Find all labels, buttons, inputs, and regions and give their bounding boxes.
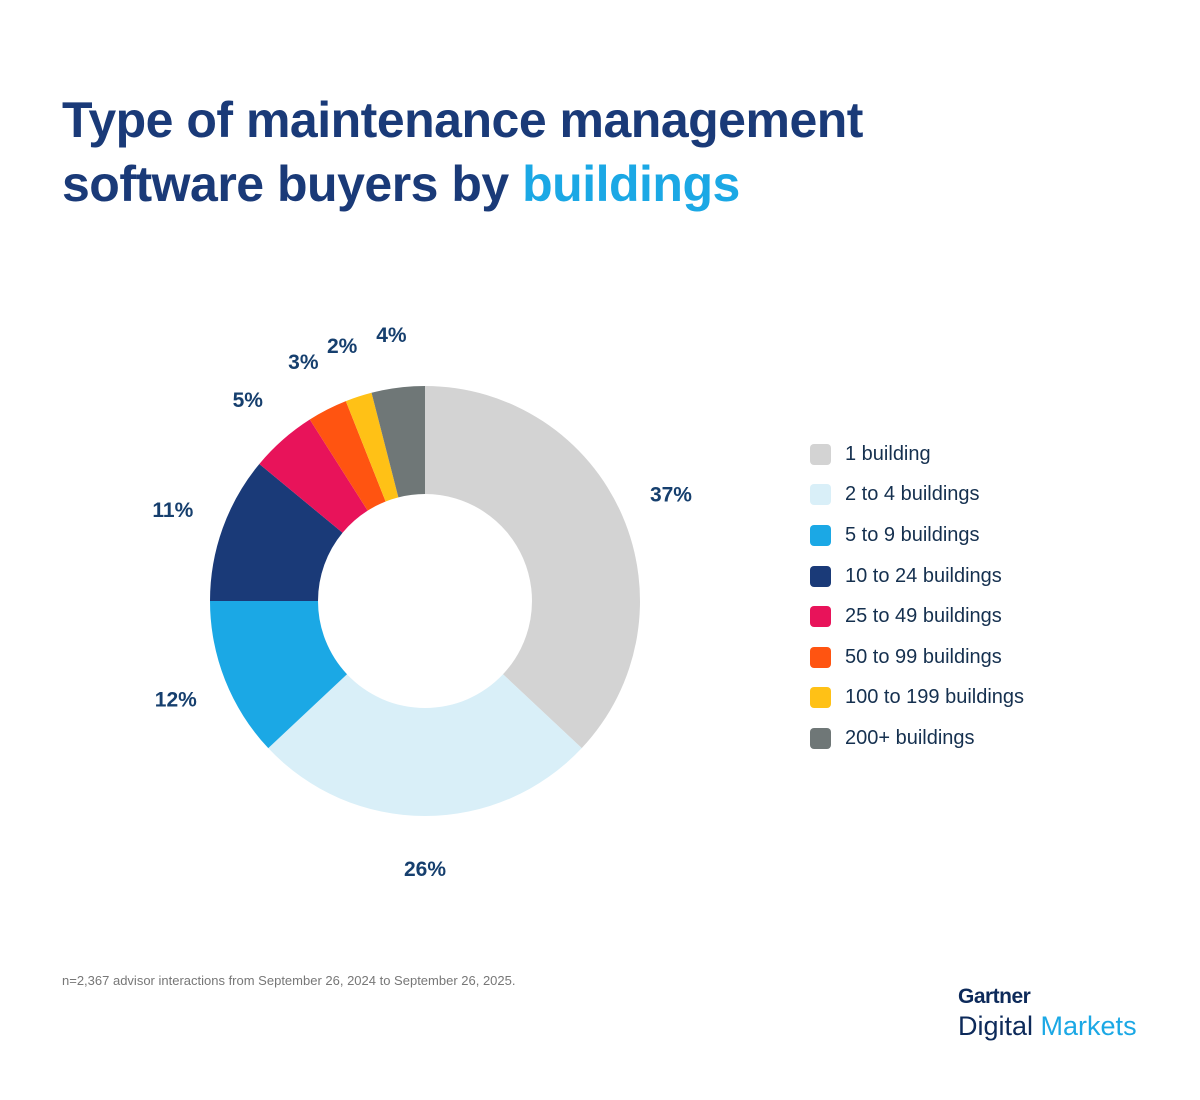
legend-item: 5 to 9 buildings <box>810 515 1024 556</box>
legend-item: 50 to 99 buildings <box>810 637 1024 678</box>
legend-label: 5 to 9 buildings <box>845 523 980 546</box>
legend-swatch <box>810 727 831 749</box>
data-label: 11% <box>152 499 193 522</box>
gartner-digital-markets-logo: Gartner Digital Markets <box>958 985 1137 1042</box>
legend-item: 2 to 4 buildings <box>810 475 1024 516</box>
title-line-2: software buyers by buildings <box>62 152 863 216</box>
legend-swatch <box>810 606 831 628</box>
slice-10-to-24-buildings <box>210 463 343 601</box>
legend-swatch <box>810 646 831 668</box>
slice-1-building <box>425 386 640 749</box>
legend-label: 200+ buildings <box>845 726 975 749</box>
slice-50-to-99-buildings <box>309 401 386 511</box>
legend-item: 10 to 24 buildings <box>810 556 1024 597</box>
logo-brand: Gartner <box>958 985 1031 1008</box>
title-prefix: software buyers by <box>62 156 523 212</box>
legend-label: 1 building <box>845 442 931 465</box>
slice-100-to-199-buildings <box>345 392 399 502</box>
legend-label: 10 to 24 buildings <box>845 564 1002 587</box>
data-label: 12% <box>155 689 197 712</box>
legend-item: 1 building <box>810 434 1024 475</box>
data-label: 3% <box>288 351 319 374</box>
legend-item: 25 to 49 buildings <box>810 596 1024 637</box>
title-highlight: buildings <box>522 156 740 212</box>
legend-label: 100 to 199 buildings <box>845 686 1025 709</box>
title-line-1: Type of maintenance management <box>62 92 863 148</box>
chart-title: Type of maintenance management software … <box>62 88 863 216</box>
slice-200-buildings <box>371 386 425 498</box>
slice-25-to-49-buildings <box>259 419 368 533</box>
legend-swatch <box>810 484 831 506</box>
data-label: 2% <box>327 335 358 358</box>
footnote: n=2,367 advisor interactions from Septem… <box>62 973 516 988</box>
data-label: 37% <box>650 484 692 507</box>
data-label: 5% <box>233 389 264 412</box>
data-label: 26% <box>404 858 446 881</box>
legend: 1 building 2 to 4 buildings 5 to 9 buildin… <box>810 434 1024 759</box>
legend-swatch <box>810 524 831 546</box>
legend-swatch <box>810 565 831 587</box>
logo-sub2: Markets <box>1040 1011 1137 1041</box>
legend-label: 25 to 49 buildings <box>845 605 1002 628</box>
logo-sub1: Digital <box>958 1011 1034 1041</box>
data-label: 4% <box>376 324 407 347</box>
legend-item: 100 to 199 buildings <box>810 678 1024 719</box>
legend-item: 200+ buildings <box>810 718 1024 759</box>
slice-2-to-4-buildings <box>268 674 582 816</box>
legend-label: 50 to 99 buildings <box>845 645 1002 668</box>
legend-swatch <box>810 443 831 465</box>
legend-label: 2 to 4 buildings <box>845 483 980 506</box>
legend-swatch <box>810 687 831 709</box>
slice-5-to-9-buildings <box>210 601 348 749</box>
